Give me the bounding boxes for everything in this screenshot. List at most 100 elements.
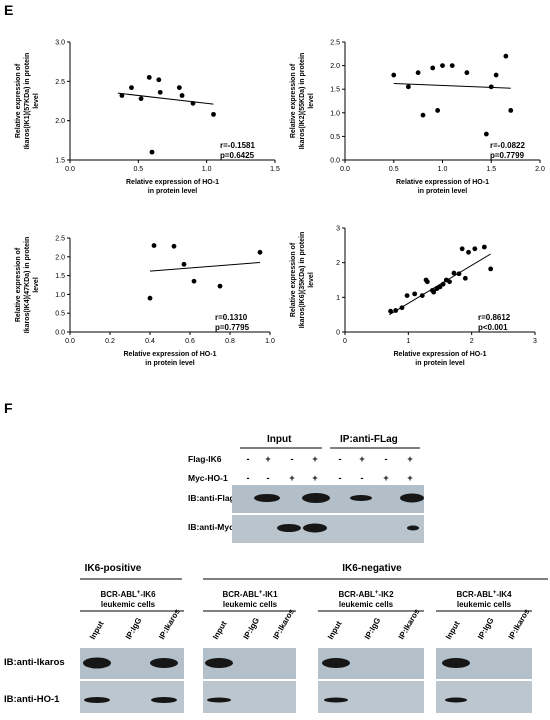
data-point bbox=[472, 246, 478, 252]
x-tick-label: 0.2 bbox=[105, 338, 115, 345]
data-point bbox=[508, 108, 514, 113]
data-point bbox=[431, 289, 437, 295]
x-axis-label: Relative expression of HO-1 in protein le… bbox=[126, 179, 219, 195]
y-tick-label: 2.5 bbox=[330, 40, 340, 47]
data-point bbox=[149, 149, 155, 155]
band bbox=[442, 658, 470, 668]
data-point bbox=[404, 293, 410, 298]
sign-cell: - bbox=[339, 454, 342, 464]
panel-e-letter: E bbox=[4, 2, 13, 18]
data-point bbox=[399, 305, 405, 311]
regression-line bbox=[389, 253, 491, 316]
data-point bbox=[440, 63, 445, 68]
data-point bbox=[147, 295, 153, 301]
regression-line bbox=[149, 261, 261, 272]
band bbox=[322, 658, 350, 668]
lane-label: IP:IgG bbox=[476, 616, 496, 641]
lane-label: IP:Ikaros bbox=[271, 607, 296, 641]
y-tick-label: 1 bbox=[336, 295, 340, 302]
x-tick-label: 0.8 bbox=[225, 338, 235, 345]
x-tick-label: 1 bbox=[406, 338, 410, 345]
lane-label: IP:IgG bbox=[124, 616, 144, 641]
x-tick-label: 1.0 bbox=[265, 338, 275, 345]
data-point bbox=[388, 308, 393, 314]
data-point bbox=[483, 131, 489, 137]
sign-cell: - bbox=[267, 473, 270, 483]
data-point bbox=[176, 85, 182, 91]
x-tick-label: 0.5 bbox=[133, 166, 143, 173]
data-point bbox=[191, 278, 197, 284]
band bbox=[350, 495, 372, 501]
x-axis-label: Relative expression of HO-1 in protein le… bbox=[396, 179, 489, 195]
data-point bbox=[462, 275, 468, 281]
y-tick-label: 0.5 bbox=[55, 311, 65, 318]
y-tick-label: 1.0 bbox=[330, 110, 340, 117]
ib-anti-ikaros-label: IB:anti-Ikaros bbox=[4, 657, 65, 668]
band bbox=[205, 658, 233, 668]
data-point bbox=[393, 308, 399, 313]
ho1-membrane bbox=[436, 681, 532, 713]
y-tick-label: 0.0 bbox=[330, 158, 340, 165]
band bbox=[302, 493, 330, 503]
sign-cell: + bbox=[407, 473, 412, 483]
y-tick-label: 0.5 bbox=[330, 134, 340, 141]
y-tick-label: 0 bbox=[336, 330, 340, 337]
data-point bbox=[181, 261, 187, 267]
p-value: p=0.7795 bbox=[215, 323, 250, 332]
lane-label: Input bbox=[326, 619, 344, 641]
data-point bbox=[419, 293, 425, 298]
r-value: r=0.8612 bbox=[478, 313, 511, 322]
y-axis-label: Relative expression of Ikaros(IK6)(35KDa)… bbox=[290, 232, 315, 328]
cell-line-subtitle: leukemic cells bbox=[101, 600, 156, 609]
sign-cell: - bbox=[247, 454, 250, 464]
sign-cell: + bbox=[383, 473, 388, 483]
y-tick-label: 1.5 bbox=[330, 87, 340, 94]
cell-line-title: BCR-ABL+-IK1 bbox=[222, 590, 278, 599]
data-point bbox=[146, 75, 152, 80]
sign-cell: + bbox=[407, 454, 412, 464]
ib-anti-myc-label: IB:anti-Myc bbox=[188, 522, 234, 532]
data-point bbox=[412, 291, 418, 297]
cell-line-title: BCR-ABL+-IK2 bbox=[338, 590, 394, 599]
data-point bbox=[415, 70, 421, 76]
cell-line-title: BCR-ABL+-IK6 bbox=[100, 590, 156, 599]
x-tick-label: 0.4 bbox=[145, 338, 155, 345]
band bbox=[84, 697, 110, 703]
lane-label: Input bbox=[444, 619, 462, 641]
band bbox=[407, 525, 419, 531]
y-tick-label: 2.5 bbox=[55, 79, 65, 86]
r-value: r=-0.1581 bbox=[220, 141, 255, 150]
x-tick-label: 3 bbox=[533, 338, 537, 345]
x-tick-label: 1.0 bbox=[202, 166, 212, 173]
sign-cell: + bbox=[312, 473, 317, 483]
data-point bbox=[435, 108, 441, 113]
data-point bbox=[119, 93, 125, 98]
ho1-membrane bbox=[80, 681, 184, 713]
input-header: Input bbox=[267, 434, 292, 445]
x-tick-label: 0.6 bbox=[185, 338, 195, 345]
ho1-membrane bbox=[318, 681, 424, 713]
data-point bbox=[447, 279, 452, 285]
sign-cell: - bbox=[385, 454, 388, 464]
scatter-charts: 0.0 0.5 1.0 1.5 1.5 2.0 2.5 3.0 Relative express… bbox=[15, 40, 545, 368]
lane-label: Input bbox=[88, 619, 106, 641]
sign-cell: - bbox=[291, 454, 294, 464]
data-point bbox=[503, 53, 509, 59]
x-tick-label: 0.0 bbox=[340, 166, 350, 173]
cell-line-title: BCR-ABL+-IK4 bbox=[456, 590, 512, 599]
y-tick-label: 0.0 bbox=[55, 330, 65, 337]
lane-label: IP:IgG bbox=[242, 616, 262, 641]
sign-cell: - bbox=[361, 473, 364, 483]
p-value: p=0.7799 bbox=[490, 151, 525, 160]
data-point bbox=[456, 271, 462, 277]
data-point bbox=[423, 277, 429, 283]
sign-cell: + bbox=[289, 473, 294, 483]
y-axis-label: Relative expression of Ikaros(IK4)(47KDa)… bbox=[15, 237, 40, 333]
band bbox=[445, 697, 467, 703]
y-tick-label: 2 bbox=[336, 260, 340, 267]
x-tick-label: 0.5 bbox=[389, 166, 399, 173]
